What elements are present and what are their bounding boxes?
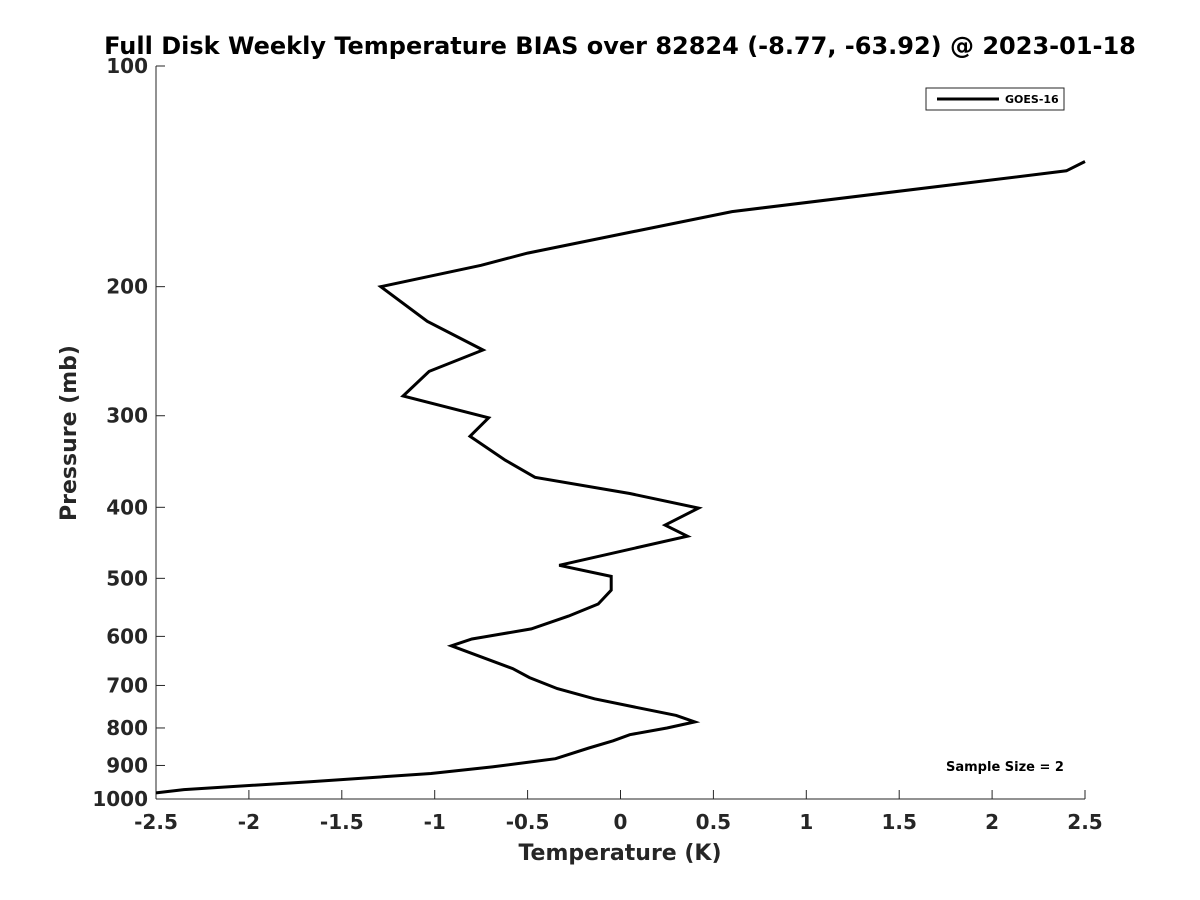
x-tick-label: 1.5 xyxy=(881,810,916,834)
x-tick-label: 2 xyxy=(985,810,999,834)
x-tick-label: 1 xyxy=(799,810,813,834)
legend-label-goes16: GOES-16 xyxy=(1005,93,1059,106)
chart-title: Full Disk Weekly Temperature BIAS over 8… xyxy=(104,32,1136,60)
y-ticks: 100 200 300 400 500 600 700 800 900 1000 xyxy=(92,54,165,811)
x-tick-label: 0.5 xyxy=(696,810,731,834)
y-tick-label: 1000 xyxy=(92,787,148,811)
x-tick-label: -1.5 xyxy=(320,810,364,834)
x-tick-label: -2 xyxy=(238,810,260,834)
x-tick-label: -1 xyxy=(424,810,446,834)
y-tick-label: 600 xyxy=(106,624,148,648)
legend: GOES-16 xyxy=(925,87,1065,111)
sample-size-annotation: Sample Size = 2 xyxy=(946,760,1064,775)
y-tick-label: 800 xyxy=(106,716,148,740)
y-tick-label: 200 xyxy=(106,275,148,299)
y-tick-label: 700 xyxy=(106,673,148,697)
x-ticks: -2.5 -2 -1.5 -1 -0.5 0 0.5 1 1.5 2 2.5 xyxy=(134,790,1103,834)
x-tick-label: 2.5 xyxy=(1067,810,1102,834)
x-axis-label: Temperature (K) xyxy=(518,841,721,866)
series-line-goes16 xyxy=(155,160,1086,795)
x-tick-label: -2.5 xyxy=(134,810,178,834)
y-axis-label: Pressure (mb) xyxy=(57,345,82,521)
y-tick-label: 100 xyxy=(106,54,148,78)
y-tick-label: 400 xyxy=(106,495,148,519)
x-tick-label: -0.5 xyxy=(506,810,550,834)
y-tick-label: 300 xyxy=(106,404,148,428)
plot-area: -2.5 -2 -1.5 -1 -0.5 0 0.5 1 1.5 2 2.5 100 200 300 40… xyxy=(92,54,1102,834)
y-tick-label: 900 xyxy=(106,753,148,777)
x-tick-label: 0 xyxy=(614,810,628,834)
y-tick-label: 500 xyxy=(106,566,148,590)
